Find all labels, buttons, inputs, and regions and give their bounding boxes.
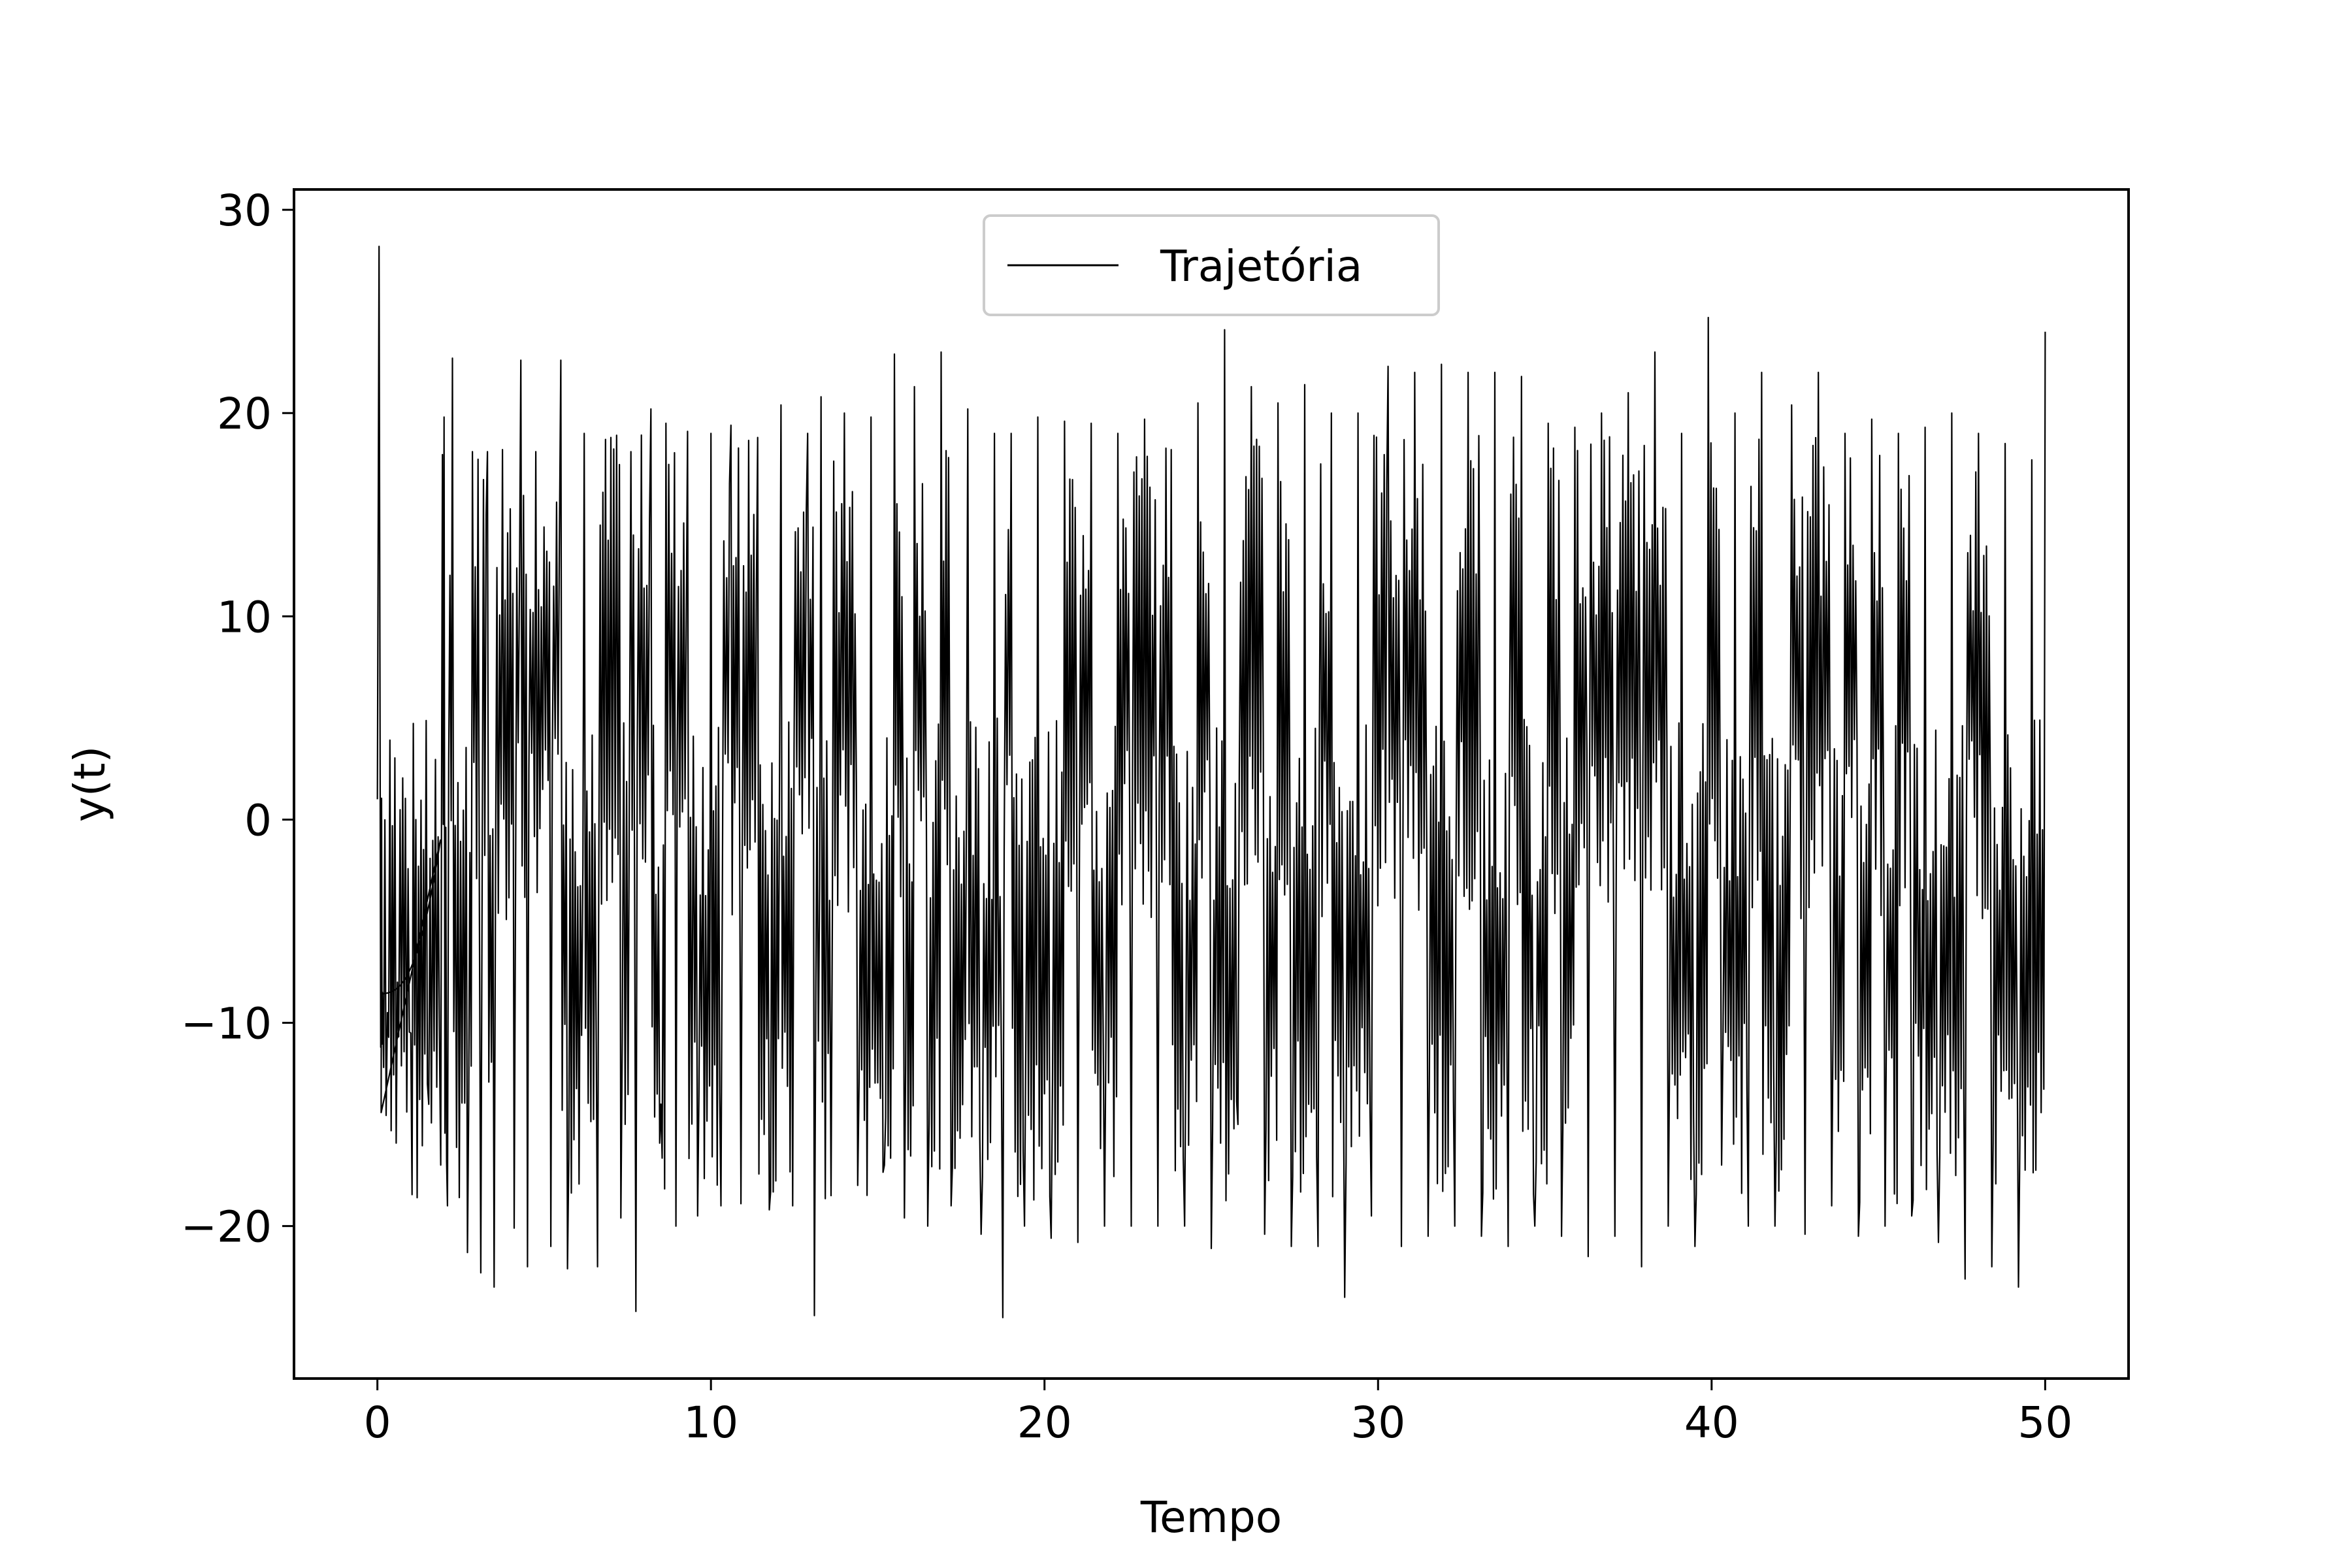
- x-tick-label: 40: [1684, 1397, 1739, 1448]
- y-axis-label: y(t): [65, 746, 115, 822]
- y-tick-label: 30: [217, 186, 272, 236]
- x-tick-label: 0: [364, 1397, 391, 1448]
- x-axis-label: Tempo: [1140, 1492, 1282, 1543]
- legend-entry-trajetoria: Trajetória: [1160, 241, 1362, 291]
- y-tick-label: 10: [217, 592, 272, 642]
- y-tick-label: 20: [217, 389, 272, 439]
- x-tick-label: 10: [683, 1397, 738, 1448]
- x-tick-label: 20: [1017, 1397, 1072, 1448]
- y-tick-label: −10: [181, 999, 272, 1049]
- y-tick-label: 0: [244, 795, 272, 845]
- legend: Trajetória: [983, 214, 1440, 316]
- plot-frame: [293, 188, 2130, 1380]
- x-axis: 0 10 20 30 40 50: [364, 1379, 2072, 1448]
- x-tick-label: 30: [1350, 1397, 1405, 1448]
- y-tick-label: −20: [181, 1202, 272, 1252]
- x-tick-label: 50: [2017, 1397, 2072, 1448]
- series-line-trajetoria: [376, 246, 2046, 1318]
- series-layer: [376, 246, 2046, 1318]
- legend-box: [983, 214, 1440, 316]
- y-axis: −20 −10 0 10 20 30: [181, 186, 294, 1252]
